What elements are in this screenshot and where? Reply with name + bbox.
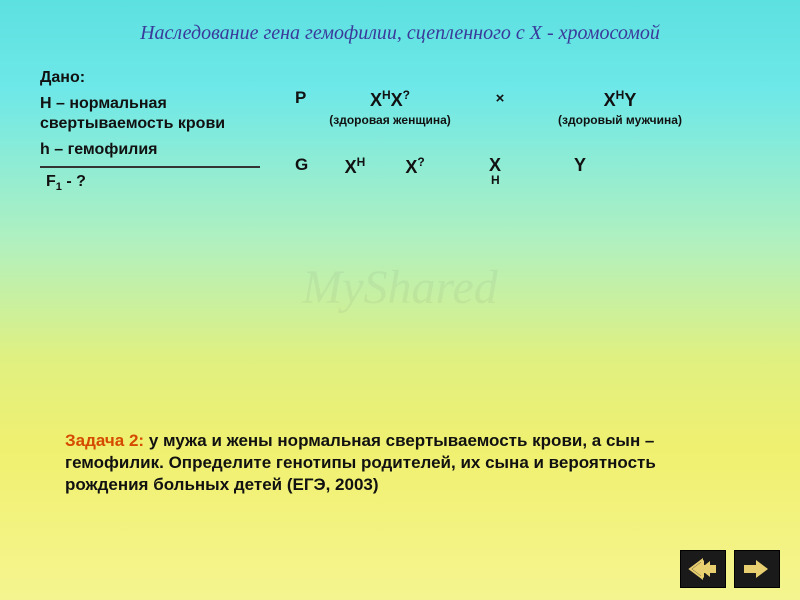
fg-x2: X	[391, 90, 403, 110]
given-line-1: H – нормальная свертываемость крови	[40, 94, 270, 134]
g1-s: H	[357, 155, 366, 169]
p-label: P	[295, 88, 325, 108]
allele-h-desc: – гемофилия	[50, 141, 158, 158]
detached-h-icon: H	[491, 173, 500, 187]
task-lead: Задача 2:	[65, 431, 144, 450]
parent-row: P XHX? (здоровая женщина) × XHY (здоровы…	[295, 88, 755, 127]
gamete-2: X?	[385, 155, 445, 178]
male-genotype: XHY	[545, 88, 695, 111]
chevron-right-icon	[742, 558, 772, 580]
gamete-1: XH	[325, 155, 385, 178]
female-column: XHX? (здоровая женщина)	[325, 88, 455, 127]
given-block: Дано: H – нормальная свертываемость кров…	[40, 68, 270, 201]
next-button[interactable]	[734, 550, 780, 588]
nav-controls	[680, 550, 780, 588]
mg-y: Y	[624, 90, 636, 110]
allele-H-desc: – нормальная свертываемость крови	[40, 95, 225, 132]
fg-x1: X	[370, 90, 382, 110]
given-line-2: h – гемофилия	[40, 140, 270, 160]
divider	[40, 166, 260, 168]
g-label: G	[295, 155, 325, 178]
gamete-3: X H	[445, 155, 545, 178]
female-caption: (здоровая женщина)	[325, 113, 455, 127]
f1-question: F1 - ?	[40, 172, 270, 195]
prev-button[interactable]	[680, 550, 726, 588]
male-caption: (здоровый мужчина)	[545, 113, 695, 127]
given-header: Дано:	[40, 68, 270, 88]
g4-y: Y	[574, 155, 586, 175]
task-text: Задача 2: у мужа и жены нормальная сверт…	[65, 430, 725, 496]
task-body: у мужа и жены нормальная свертываемость …	[65, 431, 656, 494]
watermark-text: MyShared	[0, 260, 800, 315]
gamete-4: Y	[545, 155, 615, 178]
g3-x: X	[489, 155, 501, 175]
cross-diagram: P XHX? (здоровая женщина) × XHY (здоровы…	[295, 88, 755, 178]
allele-h: h	[40, 141, 50, 158]
allele-H: H	[40, 95, 52, 112]
gametes-row: G XH X? X H Y	[295, 155, 755, 178]
chevron-left-icon	[688, 558, 718, 580]
fg-s1: H	[382, 88, 391, 102]
page-title: Наследование гена гемофилии, сцепленного…	[0, 0, 800, 45]
f1-pre: F	[46, 173, 56, 190]
g1-x: X	[345, 157, 357, 177]
f1-post: - ?	[62, 173, 86, 190]
female-genotype: XHX?	[325, 88, 455, 111]
fg-s2: ?	[403, 88, 410, 102]
g2-s: ?	[417, 155, 424, 169]
g2-x: X	[405, 157, 417, 177]
cross-symbol: ×	[455, 88, 545, 107]
male-column: XHY (здоровый мужчина)	[545, 88, 695, 127]
mg-x1: X	[604, 90, 616, 110]
